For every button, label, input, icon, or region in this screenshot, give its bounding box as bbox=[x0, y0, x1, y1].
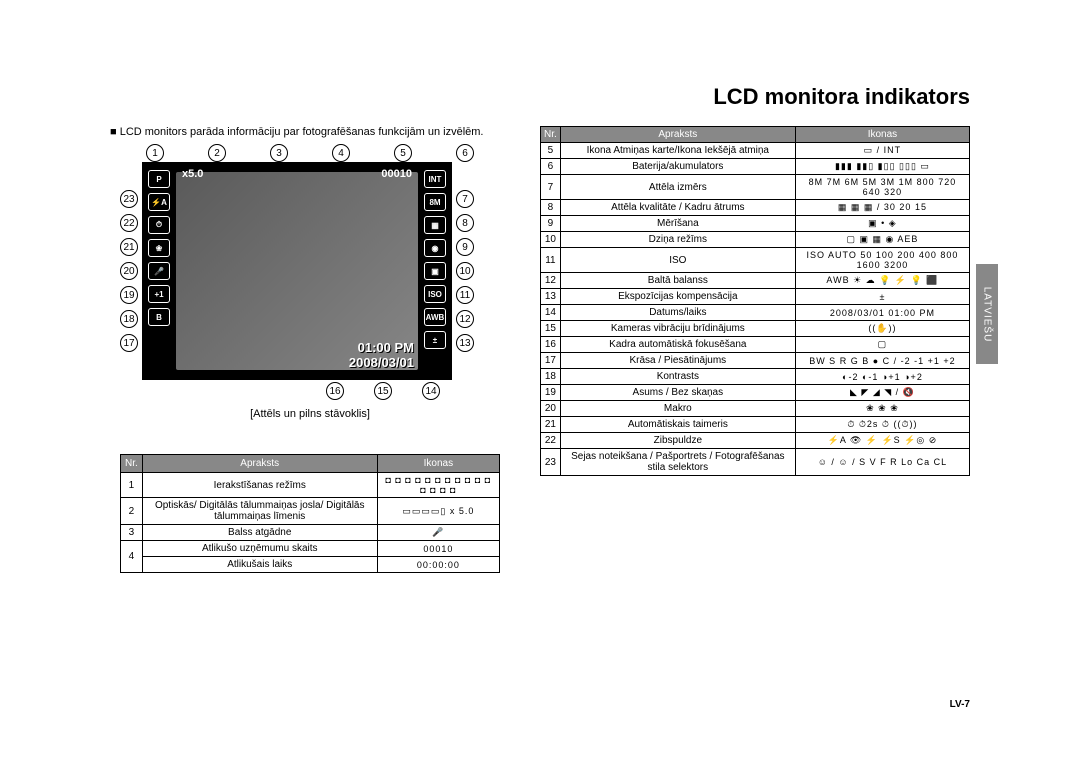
counter-indicator: 00010 bbox=[381, 168, 412, 180]
callout-8: 8 bbox=[456, 214, 474, 232]
lcd-icon: P bbox=[148, 170, 170, 188]
lcd-icon: ISO bbox=[424, 285, 446, 303]
table-row: 6Baterija/akumulators▮▮▮ ▮▮▯ ▮▯▯ ▯▯▯ ▭ bbox=[541, 159, 970, 175]
zoom-indicator: x5.0 bbox=[182, 168, 203, 180]
table-row: 7Attēla izmērs8M 7M 6M 5M 3M 1M 800 720 … bbox=[541, 175, 970, 200]
lcd-icon: INT bbox=[424, 170, 446, 188]
lcd-icon: 🎤 bbox=[148, 262, 170, 280]
table-row: Atlikušais laiks00:00:00 bbox=[121, 557, 500, 573]
table-row: 17Krāsa / PiesātinājumsBW S R G B ● C / … bbox=[541, 353, 970, 369]
lcd-icon: AWB bbox=[424, 308, 446, 326]
callout-23: 23 bbox=[120, 190, 138, 208]
callout-12: 12 bbox=[456, 310, 474, 328]
indicator-table-1: Nr.AprakstsIkonas 1Ierakstīšanas režīms◘… bbox=[120, 454, 500, 573]
callout-20: 20 bbox=[120, 262, 138, 280]
lcd-icon: ▣ bbox=[424, 262, 446, 280]
lcd-icon: ❀ bbox=[148, 239, 170, 257]
callout-16: 16 bbox=[326, 382, 344, 400]
callout-14: 14 bbox=[422, 382, 440, 400]
table-row: 19Asums / Bez skaņas◣ ◤ ◢ ◥ / 🔇 bbox=[541, 385, 970, 401]
table-row: 21Automātiskais taimeris⏱ ⏱2s ⏱ ((⏱)) bbox=[541, 417, 970, 433]
table-header: Apraksts bbox=[560, 127, 795, 143]
callout-18: 18 bbox=[120, 310, 138, 328]
table-row: 20Makro❀ ❀ ❀ bbox=[541, 401, 970, 417]
table-row: 22Zibspuldze⚡A 👁 ⚡ ⚡S ⚡◎ ⊘ bbox=[541, 433, 970, 449]
lcd-diagram: 123456 23222120191817 x5.0 00010 P⚡A⏱❀🎤+… bbox=[120, 144, 500, 420]
lcd-icon: ▦ bbox=[424, 216, 446, 234]
table-row: 2Optiskās/ Digitālās tālummaiņas josla/ … bbox=[121, 498, 500, 525]
date-indicator: 2008/03/01 bbox=[349, 355, 414, 370]
lcd-icon: 8M bbox=[424, 193, 446, 211]
page-title: LCD monitora indikators bbox=[713, 84, 970, 110]
callout-13: 13 bbox=[456, 334, 474, 352]
table-row: 5Ikona Atmiņas karte/Ikona Iekšējā atmiņ… bbox=[541, 143, 970, 159]
language-tab: LATVIEŠU bbox=[976, 264, 998, 364]
table-row: 18Kontrasts◐-2 ◐-1 ◑+1 ◑+2 bbox=[541, 369, 970, 385]
lcd-icon: ± bbox=[424, 331, 446, 349]
table-row: 4Atlikušo uzņēmumu skaits00010 bbox=[121, 541, 500, 557]
lcd-icon: ◉ bbox=[424, 239, 446, 257]
callout-17: 17 bbox=[120, 334, 138, 352]
indicator-table-2: Nr.AprakstsIkonas 5Ikona Atmiņas karte/I… bbox=[540, 126, 970, 476]
callout-1: 1 bbox=[146, 144, 164, 162]
callout-11: 11 bbox=[456, 286, 474, 304]
table-header: Apraksts bbox=[142, 455, 377, 473]
page-number: LV-7 bbox=[950, 699, 970, 710]
table-header: Ikonas bbox=[795, 127, 969, 143]
lcd-screen: x5.0 00010 P ⚡A ⏱ ❀ 🎤 +1 B INT 8M ▦ ◉ ▣ ISO AWB ± 01:… bbox=[142, 162, 452, 380]
table-row: 13Ekspozīcijas kompensācija± bbox=[541, 289, 970, 305]
time-indicator: 01:00 PM bbox=[349, 340, 414, 355]
callout-21: 21 bbox=[120, 238, 138, 256]
intro-text: ■ LCD monitors parāda informāciju par fo… bbox=[110, 126, 483, 138]
table-header: Ikonas bbox=[377, 455, 499, 473]
lcd-icon: ⏱ bbox=[148, 216, 170, 234]
callout-6: 6 bbox=[456, 144, 474, 162]
table-row: 12Baltā balanssAWB ☀ ☁ 💡 ⚡ 💡 ⬛ bbox=[541, 273, 970, 289]
table-row: 9Mērīšana▣ • ◈ bbox=[541, 216, 970, 232]
table-row: 1Ierakstīšanas režīms◘ ◘ ◘ ◘ ◘ ◘ ◘ ◘ ◘ ◘… bbox=[121, 473, 500, 498]
table-header: Nr. bbox=[121, 455, 143, 473]
table-row: 10Dziņa režīms▢ ▣ ▦ ◉ AEB bbox=[541, 232, 970, 248]
callout-22: 22 bbox=[120, 214, 138, 232]
callout-15: 15 bbox=[374, 382, 392, 400]
table-row: 8Attēla kvalitāte / Kadru ātrums▦ ▦ ▦ / … bbox=[541, 200, 970, 216]
callout-4: 4 bbox=[332, 144, 350, 162]
callout-9: 9 bbox=[456, 238, 474, 256]
lcd-caption: [Attēls un pilns stāvoklis] bbox=[120, 408, 500, 420]
callout-5: 5 bbox=[394, 144, 412, 162]
callout-19: 19 bbox=[120, 286, 138, 304]
table-row: 14Datums/laiks2008/03/01 01:00 PM bbox=[541, 305, 970, 321]
lcd-icon: ⚡A bbox=[148, 193, 170, 211]
lcd-icon: B bbox=[148, 308, 170, 326]
callout-7: 7 bbox=[456, 190, 474, 208]
table-row: 15Kameras vibrāciju brīdinājums((✋)) bbox=[541, 321, 970, 337]
lcd-icon: +1 bbox=[148, 285, 170, 303]
callout-3: 3 bbox=[270, 144, 288, 162]
callout-10: 10 bbox=[456, 262, 474, 280]
table-row: 16Kadra automātiskā fokusēšana▢ bbox=[541, 337, 970, 353]
table-row: 23Sejas noteikšana / Pašportrets / Fotog… bbox=[541, 449, 970, 476]
callout-2: 2 bbox=[208, 144, 226, 162]
table-row: 11ISOISO AUTO 50 100 200 400 800 1600 32… bbox=[541, 248, 970, 273]
table-row: 3Balss atgādne🎤 bbox=[121, 525, 500, 541]
table-header: Nr. bbox=[541, 127, 561, 143]
